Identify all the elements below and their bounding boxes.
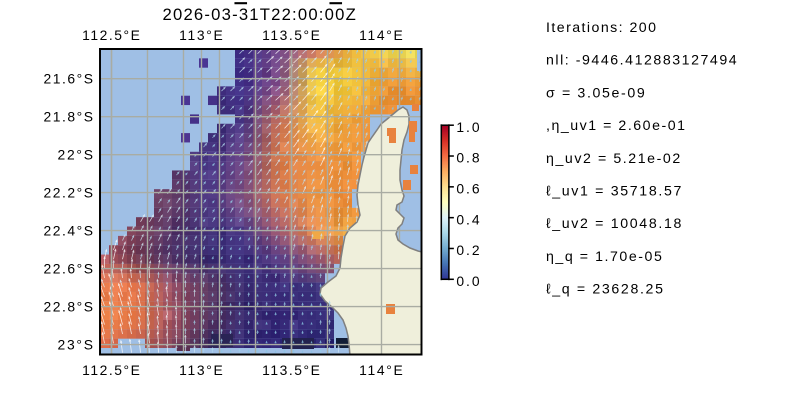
svg-text:ℓ_q = 23628.25: ℓ_q = 23628.25 <box>546 282 665 298</box>
svg-text:σ = 3.05e-09: σ = 3.05e-09 <box>546 85 646 101</box>
svg-text:0.2: 0.2 <box>456 242 481 258</box>
svg-text:22.8°S: 22.8°S <box>44 299 95 315</box>
svg-text:0.4: 0.4 <box>456 211 481 227</box>
svg-text:1.0: 1.0 <box>456 119 481 135</box>
svg-text:113.5°E: 113.5°E <box>262 362 321 378</box>
svg-text:113°E: 113°E <box>179 362 224 378</box>
svg-text:ℓ_uv1 = 35718.57: ℓ_uv1 = 35718.57 <box>546 184 683 200</box>
svg-text:22.6°S: 22.6°S <box>44 261 95 277</box>
svg-text:22.2°S: 22.2°S <box>44 185 95 201</box>
svg-text:22°S: 22°S <box>58 147 95 163</box>
svg-text:114°E: 114°E <box>359 27 404 43</box>
svg-text:0.8: 0.8 <box>456 150 481 166</box>
svg-text:114°E: 114°E <box>359 362 404 378</box>
svg-text:nll: -9446.412883127494: nll: -9446.412883127494 <box>546 53 738 69</box>
svg-text:η_q = 1.70e-05: η_q = 1.70e-05 <box>546 249 663 265</box>
svg-text:ℓ_uv2 = 10048.18: ℓ_uv2 = 10048.18 <box>546 216 683 232</box>
svg-text:0.6: 0.6 <box>456 181 481 197</box>
svg-text:112.5°E: 112.5°E <box>82 362 141 378</box>
svg-text:23°S: 23°S <box>58 337 95 353</box>
svg-text:113.5°E: 113.5°E <box>262 27 321 43</box>
svg-text:0.0: 0.0 <box>456 273 481 289</box>
svg-text:,η_uv1 = 2.60e-01: ,η_uv1 = 2.60e-01 <box>546 118 687 134</box>
svg-text:Iterations: 200: Iterations: 200 <box>546 20 657 36</box>
svg-text:2026-03-31T22:00:00Z: 2026-03-31T22:00:00Z <box>163 5 357 24</box>
svg-text:21.6°S: 21.6°S <box>44 71 95 87</box>
svg-text:η_uv2 = 5.21e-02: η_uv2 = 5.21e-02 <box>546 151 682 167</box>
svg-text:21.8°S: 21.8°S <box>44 109 95 125</box>
svg-text:22.4°S: 22.4°S <box>44 223 95 239</box>
svg-text:113°E: 113°E <box>179 27 224 43</box>
svg-text:112.5°E: 112.5°E <box>82 27 141 43</box>
